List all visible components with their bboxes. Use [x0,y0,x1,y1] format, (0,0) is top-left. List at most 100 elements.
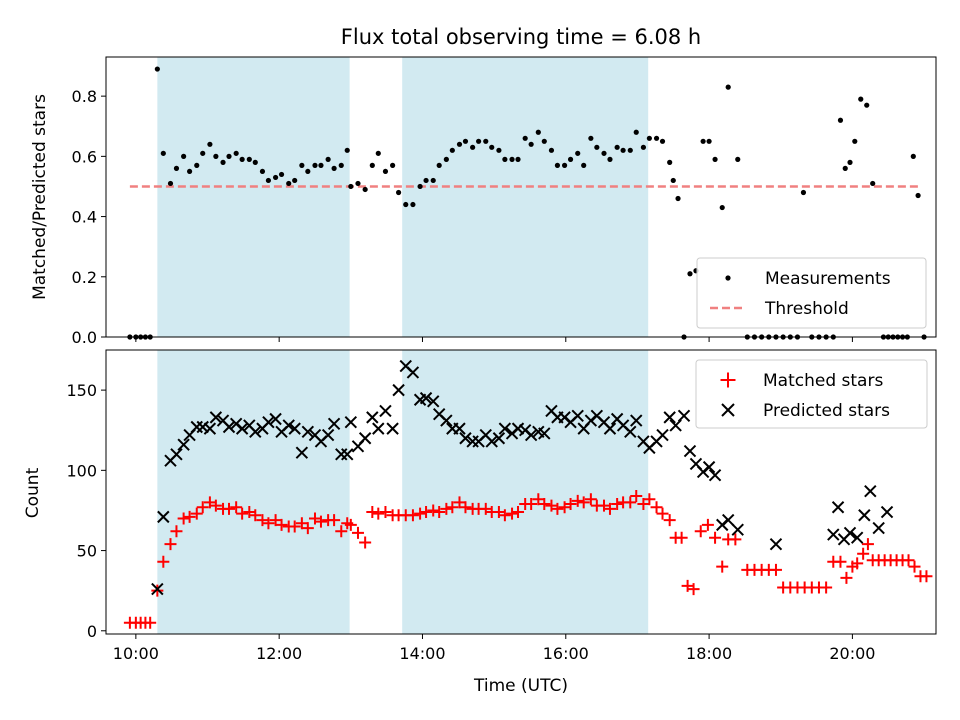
measurement-point [554,162,561,168]
measurement-point [181,153,187,159]
top-x-ticks [135,337,853,342]
matched-star-point [564,498,577,511]
measurement-point [633,129,639,135]
measurement-point [528,141,534,147]
matched-star-point [611,498,624,511]
predicted-star-point [843,526,857,540]
matched-star-point [288,520,301,533]
measurement-point [272,174,279,181]
measurement-point [299,162,305,168]
matched-star-point [314,515,327,528]
y-tick-label: 150 [66,381,97,400]
matched-star-point [624,496,637,509]
predicted-star-point [427,395,440,408]
measurement-point [581,162,587,168]
matched-star-point [820,581,833,594]
measurement-point [476,138,482,144]
matched-star-point [687,583,700,596]
measurement-point [369,162,375,168]
measurement-point [200,150,206,156]
predicted-star-point [157,510,170,524]
measurement-point [627,147,633,153]
matched-star-point [577,496,590,509]
matched-star-point [351,526,364,539]
measurement-point [548,147,555,153]
measurement-point [852,138,858,144]
measurement-point [670,177,676,184]
predicted-star-point [372,422,385,435]
matched-star-point [630,490,643,503]
measurement-point [403,201,409,208]
measurement-point [522,135,528,141]
predicted-star-point [702,460,716,474]
measurement-point [344,147,350,153]
measurement-point [719,204,725,211]
predicted-star-point [453,422,466,435]
measurement-point [675,195,681,202]
measurement-point [239,156,245,162]
predicted-star-point [524,428,538,442]
matched-star-point [729,533,742,546]
measurement-point [278,171,285,178]
predicted-star-point [571,409,584,422]
predicted-star-point [538,427,551,440]
top-legend: Measurements Threshold [696,257,927,329]
bottom-x-ticks: 10:00 12:00 14:00 16:00 18:00 20:00 [113,634,875,663]
matched-star-point [359,536,372,549]
measurement-point [725,84,731,90]
measurement-point [417,183,423,190]
matched-star-point [196,501,209,514]
matched-star-point [663,514,676,527]
matched-star-point [170,525,183,538]
predicted-star-point [170,448,183,461]
measurement-point [653,135,660,141]
bottom-legend-box [695,359,928,429]
predicted-star-point [630,414,643,427]
matched-star-point [512,506,525,519]
matched-star-point [275,518,288,531]
predicted-star-point [327,417,341,431]
measurement-point [864,102,870,108]
measurement-point [646,135,652,141]
predicted-star-point [827,528,840,541]
legend-measurements-label: Measurements [765,269,891,289]
predicted-star-point [498,422,512,435]
legend-matched-marker [720,372,736,388]
matched-star-point [249,509,262,522]
predicted-star-point [235,422,249,435]
predicted-star-point [769,537,783,551]
measurement-point [423,177,429,184]
predicted-star-point [419,391,433,405]
measurement-point [355,180,361,187]
bottom-legend: Matched stars Predicted stars [695,359,928,429]
measurement-point [847,159,853,165]
measurement-point [842,165,848,171]
measurement-point [252,159,258,165]
matched-star-point [851,557,864,570]
measurement-point [305,168,311,175]
measurement-point [265,177,272,184]
matched-star-point [223,502,236,515]
measurement-point [561,162,568,168]
measurement-point [233,150,239,156]
measurement-point [535,129,541,135]
y-tick-label: 0 [87,622,97,641]
predicted-star-point [295,446,309,459]
y-tick-label: 50 [77,542,97,561]
y-tick-label: 0.0 [72,328,97,347]
predicted-star-point [663,411,676,424]
predicted-star-point [831,501,845,514]
measurement-point [800,189,807,196]
matched-star-point [372,507,385,520]
matched-star-point [236,507,249,520]
predicted-star-point [459,432,472,445]
measurement-point [858,96,864,102]
measurement-point [443,156,449,162]
predicted-star-point [282,419,295,432]
matched-star-point [840,571,853,584]
predicted-star-point [492,432,506,445]
measurement-point [607,156,613,162]
legend-measurement-marker [725,275,731,281]
predicted-star-point [511,422,525,435]
measurement-point [687,271,693,277]
